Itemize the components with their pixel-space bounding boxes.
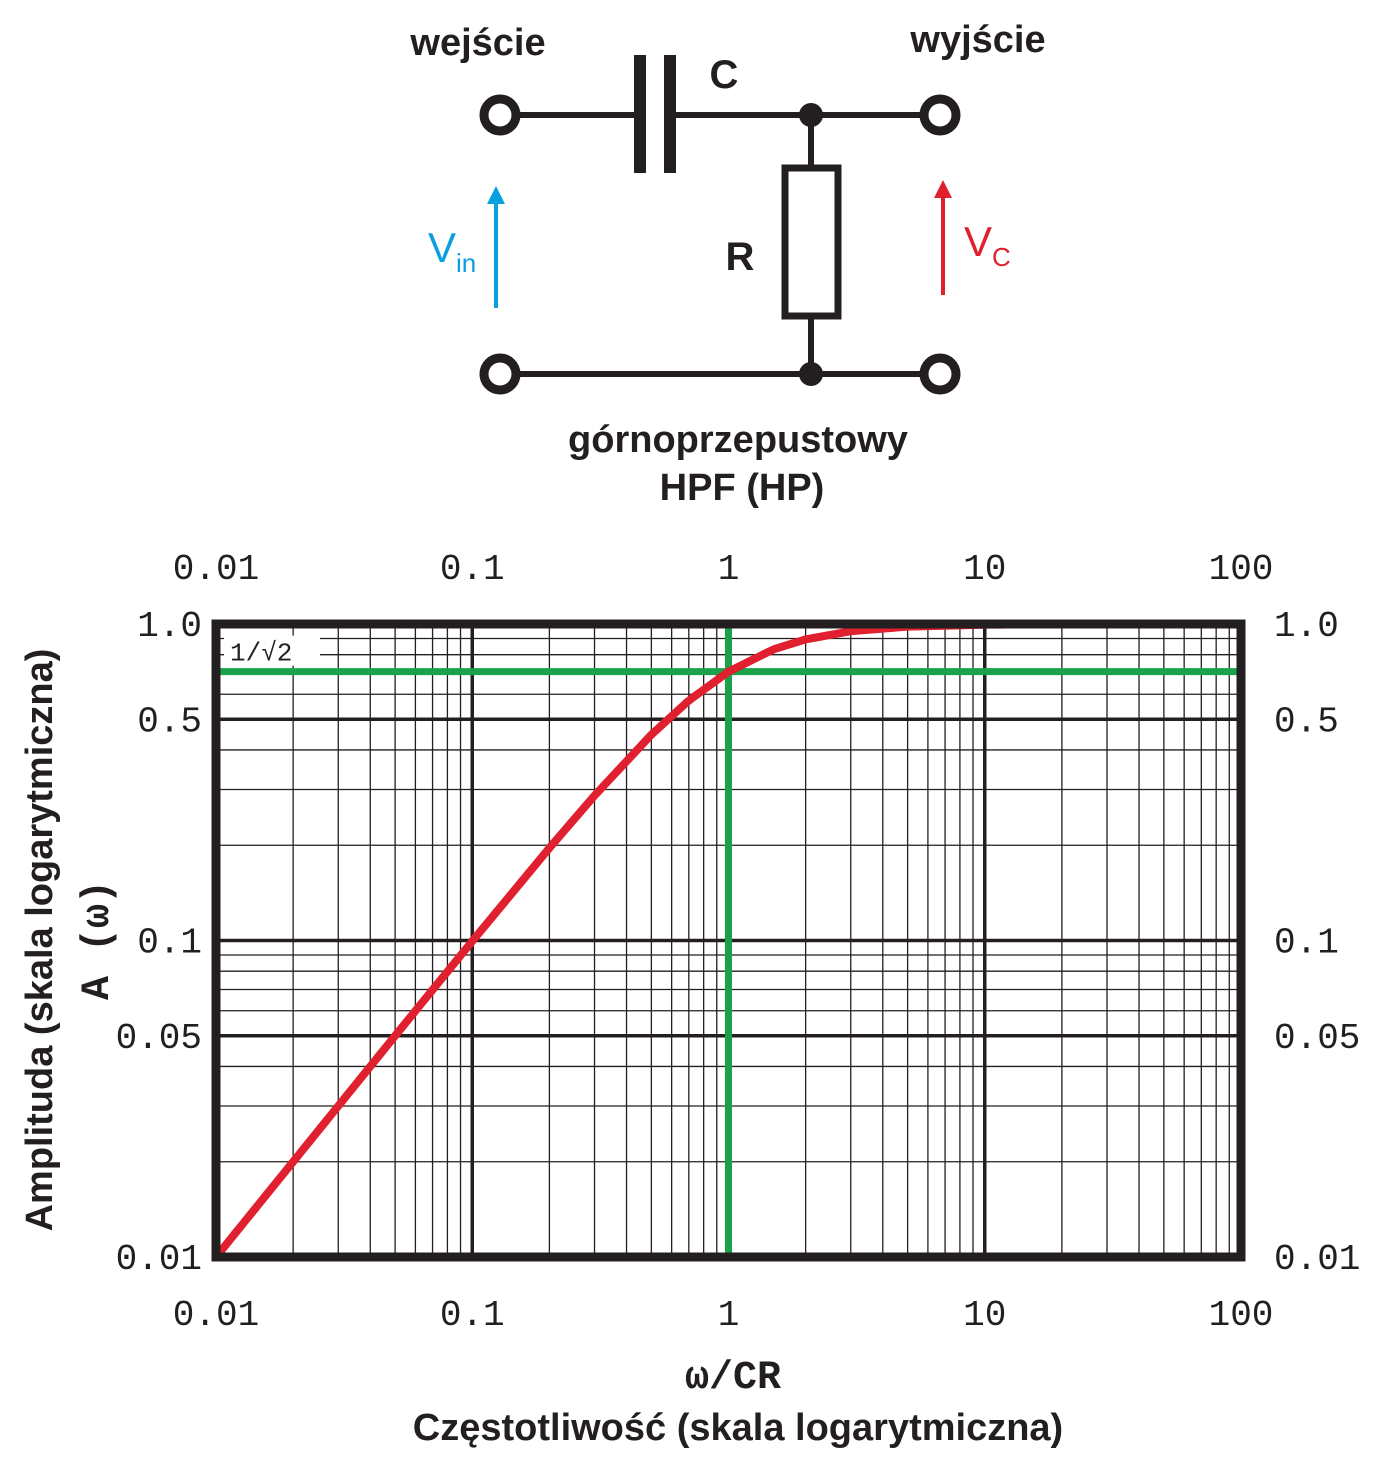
terminal-in-top [479,94,521,136]
reference-level-label: 1/√2 [230,639,292,669]
x-tick-label-top: 0.1 [440,549,505,590]
x-tick-label-bottom: 1 [718,1295,740,1336]
capacitor-plate-left [634,55,646,173]
capacitor-label: C [710,53,739,97]
terminal-out-bottom [919,353,961,395]
resistor-label: R [726,235,755,279]
vin-label: Vin [428,224,476,278]
x-tick-label-top: 1 [718,549,740,590]
x-tick-label-bottom: 0.01 [173,1295,259,1336]
x-axis-title: Częstotliwość (skala logarytmiczna) [413,1407,1063,1449]
y-axis-title: Amplituda (skala logarytmicznа) [19,649,61,1232]
output-label: wyjście [909,19,1045,61]
x-tick-label-top: 0.01 [173,549,259,590]
circuit-diagram: wejście wyjście C R Vin [409,19,1045,509]
terminal-out-top [919,94,961,136]
y-tick-label-left: 1.0 [137,606,202,647]
caption-line1: górnoprzepustowy [568,419,908,461]
x-tick-label-top: 100 [1209,549,1274,590]
input-label: wejście [409,22,545,64]
reference-level-label-bg [224,635,320,666]
x-tick-label-bottom: 0.1 [440,1295,505,1336]
vc-arrow [934,180,952,295]
y-tick-label-left: 0.1 [137,923,202,964]
vc-label: VC [964,218,1011,272]
capacitor-plate-right [664,55,676,173]
y-tick-label-right: 0.5 [1274,701,1339,742]
y-tick-label-left: 0.05 [116,1018,202,1059]
plot-frame [211,619,1246,1262]
y-tick-label-left: 0.5 [137,701,202,742]
x-tick-label-top: 10 [963,549,1006,590]
y-tick-label-right: 0.05 [1274,1018,1360,1059]
junction-top [799,103,823,127]
y-tick-label-left: 0.01 [116,1239,202,1280]
vin-arrow [487,186,505,308]
y-tick-label-right: 0.1 [1274,923,1339,964]
resistor [781,164,842,320]
caption-line2: HPF (HP) [660,467,825,509]
y-tick-label-right: 1.0 [1274,606,1339,647]
reference-level-label-group: 1/√2 [224,635,320,669]
y-axis-symbol: A (ω) [76,880,121,1000]
y-tick-label-right: 0.01 [1274,1239,1360,1280]
x-tick-label-bottom: 100 [1209,1295,1274,1336]
terminal-in-bottom [479,353,521,395]
x-tick-label-bottom: 10 [963,1295,1006,1336]
x-axis-symbol: ω/CR [685,1356,781,1401]
